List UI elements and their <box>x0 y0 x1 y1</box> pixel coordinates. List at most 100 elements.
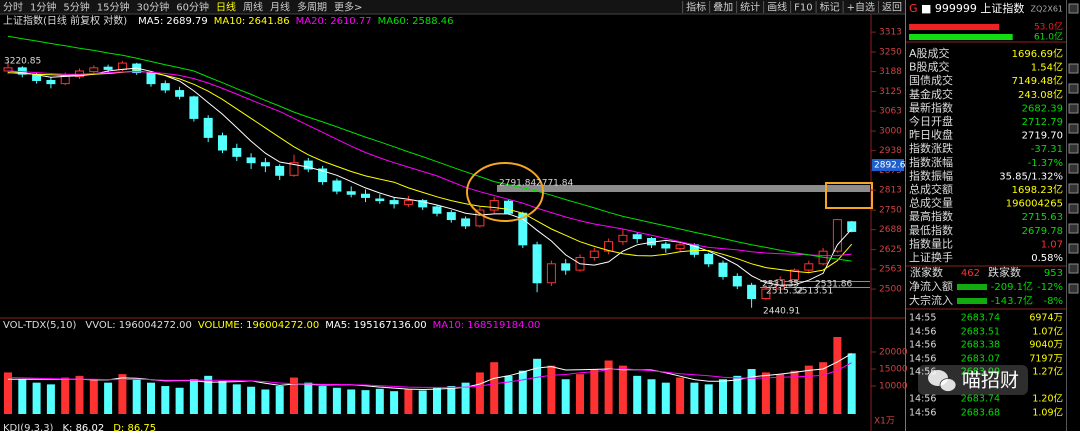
quote-label: B股成交 <box>909 60 950 74</box>
y-tick-label: 20000 <box>879 347 908 357</box>
volume-bar <box>275 386 284 414</box>
toolbar-button[interactable]: 周线 <box>243 1 263 14</box>
volume-bar <box>147 382 155 414</box>
volume-bar <box>132 379 141 414</box>
quote-value: 2719.70 <box>1022 131 1063 142</box>
quote-label: 国债成交 <box>909 73 953 87</box>
volume-bar <box>475 372 484 414</box>
flow-value: -143.7亿 <box>991 294 1033 307</box>
legend-item: MA10: <box>214 16 246 27</box>
y-tick-label: 2875 <box>879 166 902 176</box>
toolbar-button[interactable]: 标记 <box>820 2 840 14</box>
candle-body <box>203 117 213 138</box>
toolbar-button[interactable]: 返回 <box>882 2 902 14</box>
volume-bar <box>647 379 656 414</box>
toolbar-button[interactable]: 15分钟 <box>97 1 130 14</box>
icon[interactable] <box>1068 103 1079 114</box>
toolbar-button[interactable]: F10 <box>794 3 812 14</box>
volume-bar <box>719 379 727 414</box>
volume-bar <box>89 379 98 414</box>
toolbar-button[interactable]: 指标 <box>686 1 706 14</box>
quote-label: 指数涨幅 <box>909 155 953 169</box>
toolbar-button[interactable]: 30分钟 <box>136 1 169 14</box>
tick-price: 2683.74 <box>961 313 1000 324</box>
quote-value: 2715.63 <box>1022 212 1063 223</box>
legend-item: VVOL: <box>85 320 115 331</box>
flow-bar <box>909 24 1000 30</box>
candle-body <box>175 90 185 97</box>
candle-body <box>189 96 199 119</box>
icon[interactable] <box>1068 83 1079 94</box>
volume-bar <box>318 386 327 414</box>
quote-label: 指数量比 <box>909 236 953 250</box>
ma-line <box>7 67 853 286</box>
toolbar-button[interactable]: 1分钟 <box>30 1 56 14</box>
price-tag-bg <box>872 158 904 171</box>
flow-label: 净流入额 <box>909 279 953 293</box>
toolbar-button[interactable]: 画线 <box>767 1 787 14</box>
icon[interactable] <box>1068 183 1079 194</box>
toolbar-button[interactable]: 叠加 <box>713 2 733 14</box>
volume-bar <box>32 382 41 414</box>
icon[interactable] <box>1068 143 1079 154</box>
volume-bar <box>819 362 828 414</box>
icon[interactable] <box>1068 223 1079 234</box>
volume-bar <box>347 389 356 414</box>
breadth-label: 跌家数 <box>988 265 1021 279</box>
candle-body <box>403 200 413 205</box>
quote-label: 昨日收盘 <box>909 128 953 142</box>
indicator-label: KDJ(9,3,3) <box>3 423 54 431</box>
icon[interactable] <box>1068 243 1079 254</box>
quote-value: 35.85/1.32% <box>999 171 1063 182</box>
quote-value: 1696.69亿 <box>1012 47 1063 60</box>
quote-label: A股成交 <box>909 46 950 60</box>
candle-body <box>546 263 556 284</box>
icon[interactable] <box>1068 263 1079 274</box>
volume-bar <box>118 374 127 414</box>
candle-body <box>346 191 356 195</box>
quote-title: ■ 999999 上证指数 <box>921 1 1024 15</box>
annotation: 2531.35 <box>762 280 799 290</box>
volume-bar <box>332 387 341 414</box>
quote-value: 7149.48亿 <box>1012 74 1063 87</box>
candle-body <box>389 200 399 205</box>
y-tick-label: 3000 <box>879 127 902 137</box>
toolbar-button[interactable]: +自选 <box>847 1 875 14</box>
quote-label: 上证换手 <box>909 250 953 264</box>
volume-bar <box>204 375 213 414</box>
toolbar-button[interactable]: 更多> <box>334 1 362 14</box>
quote-label: 基金成交 <box>909 87 953 101</box>
highlight-circle <box>466 162 544 222</box>
legend-item: 196004272.00 <box>246 320 319 331</box>
legend-item: 2689.79 <box>166 16 207 27</box>
toolbar-button[interactable]: 5分钟 <box>63 1 89 14</box>
y-tick-label: 2750 <box>879 206 902 216</box>
icon[interactable] <box>1068 63 1079 74</box>
candle-body <box>532 244 542 284</box>
toolbar-button[interactable]: 60分钟 <box>176 1 209 14</box>
toolbar-button[interactable]: 多周期 <box>297 1 327 14</box>
icon[interactable] <box>1068 203 1079 214</box>
tick-time: 14:55 <box>909 313 936 324</box>
toolbar-button[interactable]: 月线 <box>270 1 290 14</box>
volume-bar <box>61 377 70 414</box>
icon[interactable] <box>1068 3 1079 14</box>
toolbar-button[interactable]: 日线 <box>216 1 236 14</box>
candle-body <box>790 269 799 281</box>
tick-price: 2683.51 <box>961 327 1000 338</box>
tick-time: 14:56 <box>909 354 936 365</box>
toolbar-button[interactable]: 分时 <box>3 2 23 14</box>
legend-item: MA20: <box>296 16 328 27</box>
icon[interactable] <box>1068 163 1079 174</box>
volume-bar <box>804 365 813 414</box>
icon[interactable] <box>1068 123 1079 134</box>
flow-pct: -12% <box>1037 282 1063 293</box>
toolbar-button[interactable]: 统计 <box>740 1 760 14</box>
quote-value: -37.31 <box>1031 144 1063 155</box>
candle-body <box>761 288 771 300</box>
candle-body <box>275 165 285 176</box>
quote-value: 2679.78 <box>1022 226 1063 237</box>
icon[interactable] <box>1068 283 1079 294</box>
